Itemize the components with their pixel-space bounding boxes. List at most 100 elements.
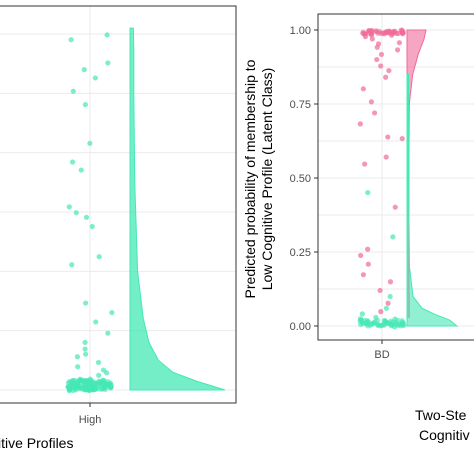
- right-point-pink: [357, 121, 363, 127]
- left-point-high: [103, 370, 110, 376]
- right-point-pink: [383, 74, 389, 80]
- right-point-pink: [362, 161, 368, 167]
- left-point-high: [82, 381, 88, 387]
- right-point-pink: [360, 272, 366, 278]
- left-point-high: [67, 384, 73, 391]
- left-point-high: [83, 351, 89, 357]
- right-panel: 0.00 0.25 0.50 0.75 1.00 BD Predicted probab…: [242, 13, 474, 443]
- left-point-high: [105, 379, 111, 385]
- right-point-pink: [365, 246, 371, 252]
- left-point-high: [89, 223, 95, 230]
- right-x-axis-title-line2: Cognitiv: [419, 427, 470, 443]
- right-point-teal: [395, 317, 401, 323]
- right-y-axis-title-line2: Low Cognitive Profile (Latent Class): [259, 68, 275, 291]
- right-point-pink: [367, 28, 373, 34]
- left-point-high: [100, 380, 106, 386]
- right-point-pink: [375, 30, 381, 36]
- right-density-teal: [406, 73, 459, 327]
- left-point-high: [105, 330, 111, 336]
- right-point-pink: [369, 36, 375, 42]
- right-point-pink: [365, 261, 371, 267]
- right-point-pink: [374, 56, 380, 63]
- left-point-high: [69, 159, 76, 165]
- left-point-high: [69, 262, 75, 268]
- right-x-axis-title-line1: Two-Ste: [415, 407, 467, 423]
- right-point-pink: [383, 154, 389, 160]
- left-gridlines: [0, 6, 236, 403]
- left-point-high: [82, 339, 88, 346]
- right-y-tick-label: 1.00: [290, 25, 311, 37]
- right-point-teal: [383, 319, 390, 325]
- left-panel: High itive Profiles: [0, 5, 237, 451]
- left-point-high: [87, 140, 93, 146]
- right-y-tick-label: 0.75: [290, 99, 311, 111]
- right-point-pink: [378, 63, 384, 69]
- right-point-pink: [387, 279, 394, 285]
- left-marks: [65, 27, 226, 394]
- right-x-tick-label: BD: [374, 349, 389, 361]
- left-point-high: [95, 359, 102, 366]
- right-point-teal: [357, 318, 363, 324]
- right-point-pink: [377, 287, 383, 294]
- left-point-high: [107, 385, 113, 391]
- right-point-pink: [392, 204, 398, 210]
- right-point-pink: [386, 67, 392, 74]
- left-point-high: [70, 88, 76, 94]
- right-point-teal: [359, 311, 365, 317]
- right-point-pink: [358, 252, 364, 259]
- right-marks: [357, 27, 459, 330]
- left-point-high: [84, 386, 91, 393]
- right-point-pink: [381, 30, 387, 36]
- right-y-tick-label: 0.00: [290, 321, 311, 333]
- left-point-high: [73, 382, 80, 388]
- left-point-high: [88, 378, 94, 384]
- right-point-pink: [378, 309, 384, 315]
- right-point-teal: [365, 189, 371, 196]
- right-point-teal: [387, 293, 393, 300]
- right-y-ticks: 0.00 0.25 0.50 0.75 1.00: [290, 25, 318, 333]
- left-point-high: [66, 204, 72, 210]
- left-x-tick-label: High: [79, 414, 102, 426]
- left-point-high: [89, 386, 95, 392]
- left-point-high: [82, 346, 88, 352]
- left-point-high: [109, 309, 115, 316]
- right-point-teal: [390, 234, 396, 240]
- right-point-pink: [361, 31, 368, 37]
- right-point-teal: [362, 317, 368, 324]
- left-point-high: [83, 300, 89, 306]
- left-x-axis-title: itive Profiles: [0, 435, 73, 451]
- right-point-pink: [385, 300, 391, 306]
- left-point-high: [92, 75, 98, 81]
- left-point-high: [83, 214, 90, 220]
- right-point-teal: [397, 323, 404, 329]
- right-point-pink: [400, 28, 406, 35]
- left-point-high: [82, 101, 89, 108]
- left-plot-border: [0, 5, 237, 404]
- right-point-teal: [372, 319, 378, 325]
- left-point-high: [78, 167, 84, 173]
- left-point-high: [96, 372, 102, 378]
- left-point-high: [68, 37, 74, 43]
- left-point-high: [96, 254, 102, 260]
- right-point-pink: [371, 110, 378, 116]
- right-point-teal: [375, 322, 381, 329]
- left-point-high: [74, 354, 81, 360]
- left-point-high: [105, 60, 111, 66]
- right-point-pink: [374, 44, 380, 50]
- left-point-high: [73, 210, 79, 216]
- right-point-pink: [396, 40, 402, 46]
- left-point-high: [93, 319, 99, 325]
- left-point-high: [93, 380, 99, 387]
- right-plot-background: [318, 14, 474, 340]
- right-plot-border: [317, 13, 474, 341]
- right-point-pink: [391, 29, 398, 35]
- right-point-pink: [399, 135, 405, 142]
- right-point-pink: [360, 86, 366, 92]
- right-point-pink: [394, 47, 401, 53]
- left-point-high: [70, 377, 76, 384]
- right-point-pink: [378, 51, 385, 58]
- left-point-high: [75, 364, 81, 370]
- right-point-teal: [383, 305, 389, 311]
- right-y-axis-title-line1: Predicted probability of membership to: [242, 59, 258, 298]
